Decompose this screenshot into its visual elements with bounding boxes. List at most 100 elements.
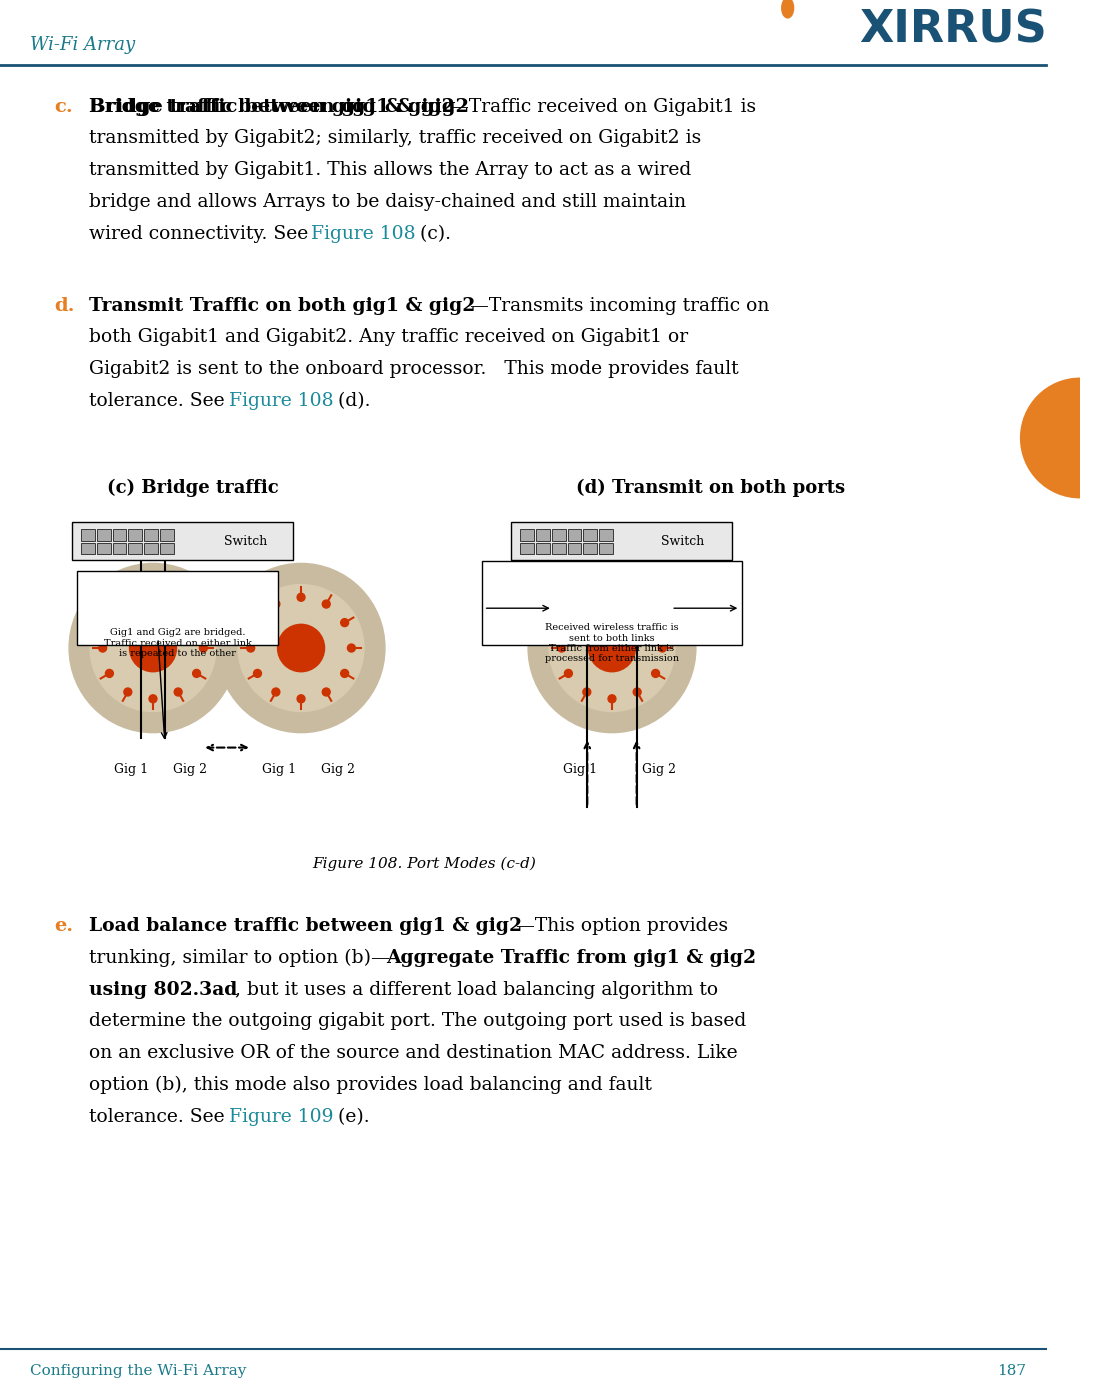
FancyBboxPatch shape (600, 542, 613, 555)
Text: Gig 1: Gig 1 (562, 763, 596, 776)
FancyBboxPatch shape (481, 562, 742, 644)
Text: —Transmits incoming traffic on: —Transmits incoming traffic on (470, 297, 769, 315)
Text: (c).: (c). (415, 225, 452, 243)
Circle shape (659, 644, 666, 651)
Text: (c) Bridge traffic: (c) Bridge traffic (106, 479, 278, 497)
Text: Gig1 and Gig2 are bridged.
Traffic received on either link
is repeated to the ot: Gig1 and Gig2 are bridged. Traffic recei… (104, 628, 252, 658)
Text: Figure 108: Figure 108 (311, 225, 416, 243)
Circle shape (174, 689, 182, 696)
FancyBboxPatch shape (568, 529, 581, 541)
Text: determine the outgoing gigabit port. The outgoing port used is based: determine the outgoing gigabit port. The… (89, 1013, 746, 1031)
FancyBboxPatch shape (520, 542, 534, 555)
Text: Gig 2: Gig 2 (641, 763, 676, 776)
Circle shape (608, 593, 616, 602)
Circle shape (90, 585, 216, 712)
Text: tolerance. See: tolerance. See (89, 1108, 231, 1126)
Text: Bridge traffic between gig1 & gig2: Bridge traffic between gig1 & gig2 (89, 98, 469, 116)
Circle shape (348, 644, 356, 651)
Circle shape (272, 689, 280, 696)
Circle shape (69, 563, 237, 733)
FancyBboxPatch shape (113, 542, 126, 555)
FancyBboxPatch shape (568, 542, 581, 555)
FancyBboxPatch shape (81, 529, 95, 541)
Text: XIRRUS: XIRRUS (859, 8, 1047, 51)
Circle shape (565, 618, 572, 627)
Circle shape (193, 618, 200, 627)
FancyBboxPatch shape (72, 522, 293, 560)
Circle shape (105, 669, 114, 678)
Circle shape (340, 618, 349, 627)
Text: —Traffic received on Gigabit1 is: —Traffic received on Gigabit1 is (450, 98, 756, 116)
Text: 187: 187 (998, 1363, 1026, 1377)
Circle shape (608, 694, 616, 702)
Text: bridge and allows Arrays to be daisy-chained and still maintain: bridge and allows Arrays to be daisy-cha… (89, 193, 686, 211)
Text: (d) Transmit on both ports: (d) Transmit on both ports (577, 479, 846, 497)
Text: on an exclusive OR of the source and destination MAC address. Like: on an exclusive OR of the source and des… (89, 1045, 737, 1063)
Text: d.: d. (55, 297, 74, 315)
Circle shape (217, 563, 385, 733)
Circle shape (528, 563, 696, 733)
Text: Switch: Switch (224, 535, 267, 548)
Circle shape (583, 689, 591, 696)
Circle shape (652, 669, 660, 678)
Circle shape (247, 644, 255, 651)
FancyBboxPatch shape (600, 529, 613, 541)
Text: using 802.3ad: using 802.3ad (89, 981, 237, 999)
Text: c.: c. (55, 98, 73, 116)
Circle shape (193, 669, 200, 678)
Text: Gigabit2 is sent to the onboard processor.   This mode provides fault: Gigabit2 is sent to the onboard processo… (89, 360, 738, 378)
Text: Load balance traffic between gig1 & gig2: Load balance traffic between gig1 & gig2 (89, 916, 522, 934)
Circle shape (549, 585, 675, 712)
Text: Figure 108: Figure 108 (229, 392, 334, 410)
Text: Transmit Traffic on both gig1 & gig2: Transmit Traffic on both gig1 & gig2 (89, 297, 475, 315)
Text: tolerance. See: tolerance. See (89, 392, 231, 410)
Text: transmitted by Gigabit1. This allows the Array to act as a wired: transmitted by Gigabit1. This allows the… (89, 161, 691, 179)
Circle shape (633, 600, 641, 609)
Ellipse shape (782, 0, 793, 18)
Text: —This option provides: —This option provides (516, 916, 729, 934)
FancyBboxPatch shape (96, 529, 110, 541)
Circle shape (254, 669, 261, 678)
Text: Figure 108. Port Modes (c-d): Figure 108. Port Modes (c-d) (313, 857, 536, 871)
Circle shape (272, 600, 280, 609)
Text: option (b), this mode also provides load balancing and fault: option (b), this mode also provides load… (89, 1076, 652, 1094)
FancyBboxPatch shape (113, 529, 126, 541)
FancyBboxPatch shape (551, 542, 566, 555)
Text: Gig 1: Gig 1 (261, 763, 295, 776)
Text: Switch: Switch (662, 535, 705, 548)
Circle shape (105, 618, 114, 627)
FancyBboxPatch shape (81, 542, 95, 555)
Circle shape (124, 600, 131, 609)
Circle shape (323, 689, 330, 696)
Circle shape (149, 593, 156, 602)
FancyBboxPatch shape (583, 542, 597, 555)
FancyBboxPatch shape (551, 529, 566, 541)
Text: Gig 1: Gig 1 (114, 763, 148, 776)
Text: Gig 2: Gig 2 (321, 763, 354, 776)
Circle shape (98, 644, 106, 651)
Text: Configuring the Wi-Fi Array: Configuring the Wi-Fi Array (30, 1363, 246, 1377)
Text: , but it uses a different load balancing algorithm to: , but it uses a different load balancing… (235, 981, 719, 999)
Text: Bridge traffic between gig1 & gig2: Bridge traffic between gig1 & gig2 (89, 98, 454, 116)
Circle shape (298, 593, 305, 602)
Circle shape (323, 600, 330, 609)
FancyBboxPatch shape (144, 542, 158, 555)
FancyBboxPatch shape (96, 542, 110, 555)
Text: (d).: (d). (331, 392, 371, 410)
Circle shape (1021, 378, 1094, 498)
Text: wired connectivity. See: wired connectivity. See (89, 225, 314, 243)
FancyBboxPatch shape (144, 529, 158, 541)
Circle shape (298, 694, 305, 702)
Text: trunking, similar to option (b)—: trunking, similar to option (b)— (89, 948, 389, 967)
Circle shape (340, 669, 349, 678)
FancyBboxPatch shape (520, 529, 534, 541)
FancyBboxPatch shape (160, 529, 174, 541)
FancyBboxPatch shape (160, 542, 174, 555)
FancyBboxPatch shape (77, 571, 278, 644)
FancyBboxPatch shape (128, 542, 142, 555)
FancyBboxPatch shape (511, 522, 732, 560)
Text: Figure 109: Figure 109 (229, 1108, 334, 1126)
Text: (e).: (e). (331, 1108, 370, 1126)
Circle shape (254, 618, 261, 627)
Text: Wi-Fi Array: Wi-Fi Array (30, 36, 135, 54)
